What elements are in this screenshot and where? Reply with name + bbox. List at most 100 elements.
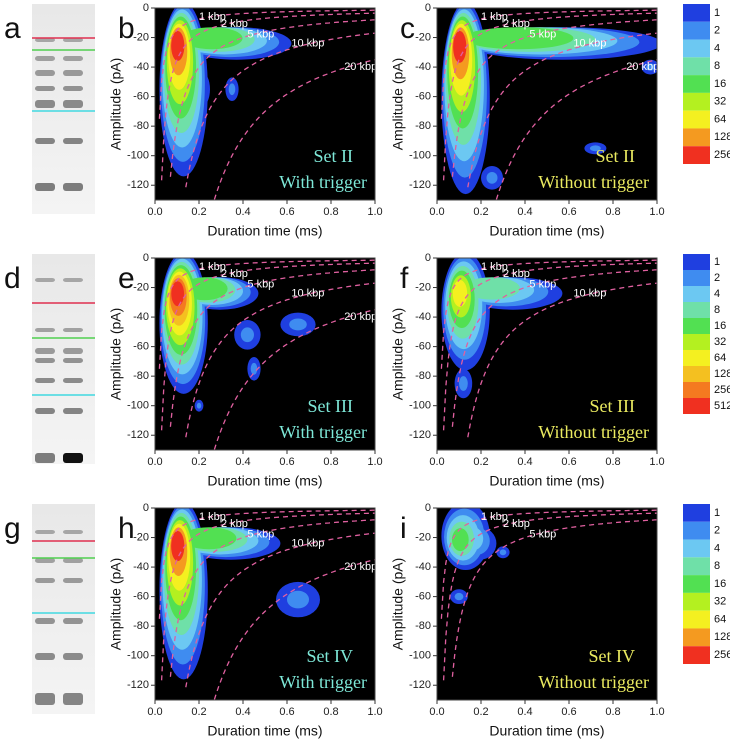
y-tick-label: 0 (425, 502, 431, 514)
colorbar-swatch (683, 318, 710, 334)
kbp-curve (185, 32, 375, 188)
colorbar-label: 2 (714, 272, 720, 284)
gel-band (35, 618, 55, 624)
contour-level (171, 530, 185, 562)
gel-band (63, 86, 83, 91)
x-tick-label: 0.8 (605, 206, 620, 218)
gel-band (63, 578, 83, 583)
colorbar-label: 128 (714, 131, 730, 143)
curve-label: 10 kbp (291, 537, 324, 549)
y-tick-label: -60 (415, 91, 431, 103)
colorbar-swatch (683, 4, 710, 22)
y-tick-label: -80 (415, 120, 431, 132)
contour-layers (158, 508, 375, 700)
set-label: Set III (590, 396, 635, 416)
kbp-curve (169, 519, 375, 677)
y-tick-label: -40 (133, 561, 149, 573)
kbp-curve (160, 512, 375, 681)
kbp-curve (213, 59, 375, 200)
contour-island (486, 171, 498, 184)
contour-level (181, 527, 237, 550)
x-tick-label: 0.8 (323, 456, 338, 468)
contour-layers (440, 508, 657, 681)
gel-band (63, 693, 83, 705)
plot-frame (154, 507, 376, 701)
gel-band (63, 348, 83, 354)
y-tick-label: -120 (127, 429, 149, 441)
contour-level (452, 279, 468, 307)
y-tick-label: -20 (415, 31, 431, 43)
gel-band (35, 653, 55, 660)
panel-letter: h (118, 512, 135, 545)
contour-layers (158, 8, 375, 200)
gel-band (63, 328, 83, 332)
colorbar-label: 4 (714, 42, 720, 54)
y-tick-label: 0 (143, 2, 149, 14)
kbp-curve (160, 12, 375, 181)
kbp-curve (442, 512, 657, 681)
colorbar-label: 8 (714, 60, 720, 72)
x-tick-label: 0.6 (561, 206, 576, 218)
colorbar-label: 16 (714, 78, 726, 90)
contour-island (289, 318, 307, 331)
curve-label: 10 kbp (573, 287, 606, 299)
kbp-curve (185, 532, 375, 688)
y-tick-label: -20 (133, 31, 149, 43)
y-tick-label: -80 (415, 370, 431, 382)
gel-band (35, 578, 55, 583)
x-tick-label: 0.6 (279, 456, 294, 468)
curve-label: 2 kbp (503, 518, 530, 530)
x-axis-label: Duration time (ms) (489, 723, 604, 739)
x-tick-label: 0.4 (517, 206, 532, 218)
x-tick-label: 0.0 (429, 706, 444, 718)
colorbar-label: 64 (714, 613, 726, 625)
y-tick-label: 0 (143, 502, 149, 514)
curve-label: 1 kbp (199, 511, 226, 523)
x-tick-label: 0.2 (473, 706, 488, 718)
kbp-curve (213, 309, 375, 450)
curve-label: 10 kbp (573, 37, 606, 49)
curve-label: 2 kbp (503, 18, 530, 30)
x-tick-label: 0.4 (517, 456, 532, 468)
x-axis-label: Duration time (ms) (207, 223, 322, 239)
gel-band (35, 693, 55, 705)
colorbar-label: 1 (714, 507, 720, 519)
gel-band (63, 453, 83, 463)
x-axis-label: Duration time (ms) (207, 473, 322, 489)
gel-band (35, 530, 55, 534)
y-tick-label: -40 (133, 311, 149, 323)
curve-label: 5 kbp (529, 528, 556, 540)
curve-label: 20 kbp (344, 311, 377, 323)
contour-island (287, 590, 309, 609)
colorbar-label: 512 (714, 400, 730, 412)
kbp-curve (442, 12, 657, 181)
contour-island (589, 145, 601, 152)
x-tick-label: 1.0 (367, 206, 382, 218)
y-tick-label: -20 (133, 281, 149, 293)
y-tick-label: -100 (127, 150, 149, 162)
kbp-curve (467, 282, 657, 438)
y-tick-label: -100 (409, 150, 431, 162)
curve-label: 2 kbp (221, 18, 248, 30)
x-tick-label: 0.8 (605, 706, 620, 718)
kbp-curve (213, 559, 375, 700)
kbp-curve (160, 262, 375, 431)
colorbar-swatch (683, 575, 710, 593)
x-tick-label: 0.2 (191, 206, 206, 218)
colorbar-label: 32 (714, 596, 726, 608)
colorbar-swatch (683, 110, 710, 129)
colorbar-swatch (683, 334, 710, 350)
contour-layers (440, 258, 657, 438)
contour-island (250, 362, 258, 375)
y-tick-label: -100 (127, 400, 149, 412)
trigger-label: With trigger (279, 422, 367, 442)
trigger-label: Without trigger (538, 672, 649, 692)
y-tick-label: -20 (133, 531, 149, 543)
y-tick-label: -120 (409, 679, 431, 691)
gel-band (63, 56, 83, 61)
gel-band (63, 70, 83, 76)
x-tick-label: 0.4 (235, 456, 250, 468)
